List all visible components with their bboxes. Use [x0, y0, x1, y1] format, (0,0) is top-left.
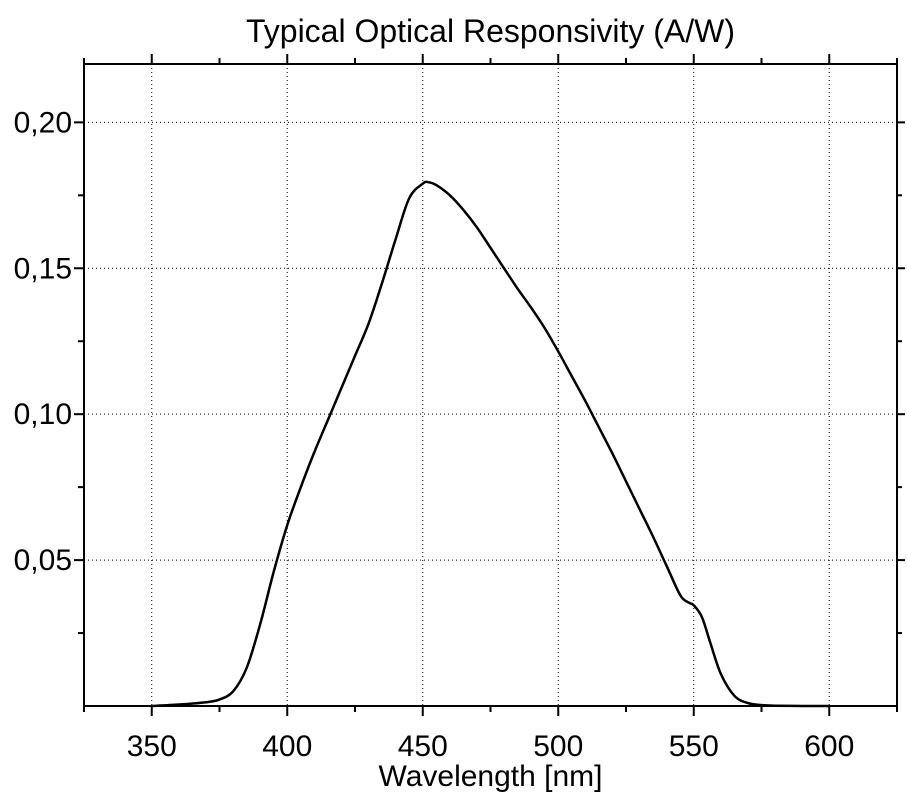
- y-tick-label: 0,20: [14, 106, 72, 139]
- x-tick-label: 350: [127, 730, 177, 763]
- y-tick-label: 0,10: [14, 398, 72, 431]
- x-tick-label: 500: [533, 730, 583, 763]
- x-axis-label: Wavelength [nm]: [379, 760, 603, 793]
- y-tick-label: 0,15: [14, 252, 72, 285]
- tick-labels: 350 400 450 500 550 600 0,05 0,10 0,15 0,20: [14, 106, 855, 763]
- x-tick-label: 600: [804, 730, 854, 763]
- grid: [84, 64, 897, 706]
- axis-ticks: [74, 54, 905, 716]
- responsivity-curve: [151, 180, 830, 708]
- x-tick-label: 450: [398, 730, 448, 763]
- x-tick-label: 550: [669, 730, 719, 763]
- plot-area: [151, 180, 830, 708]
- chart-title: Typical Optical Responsivity (A/W): [246, 13, 735, 49]
- x-tick-label: 400: [262, 730, 312, 763]
- plot-frame: [83, 63, 898, 707]
- y-tick-label: 0,05: [14, 544, 72, 577]
